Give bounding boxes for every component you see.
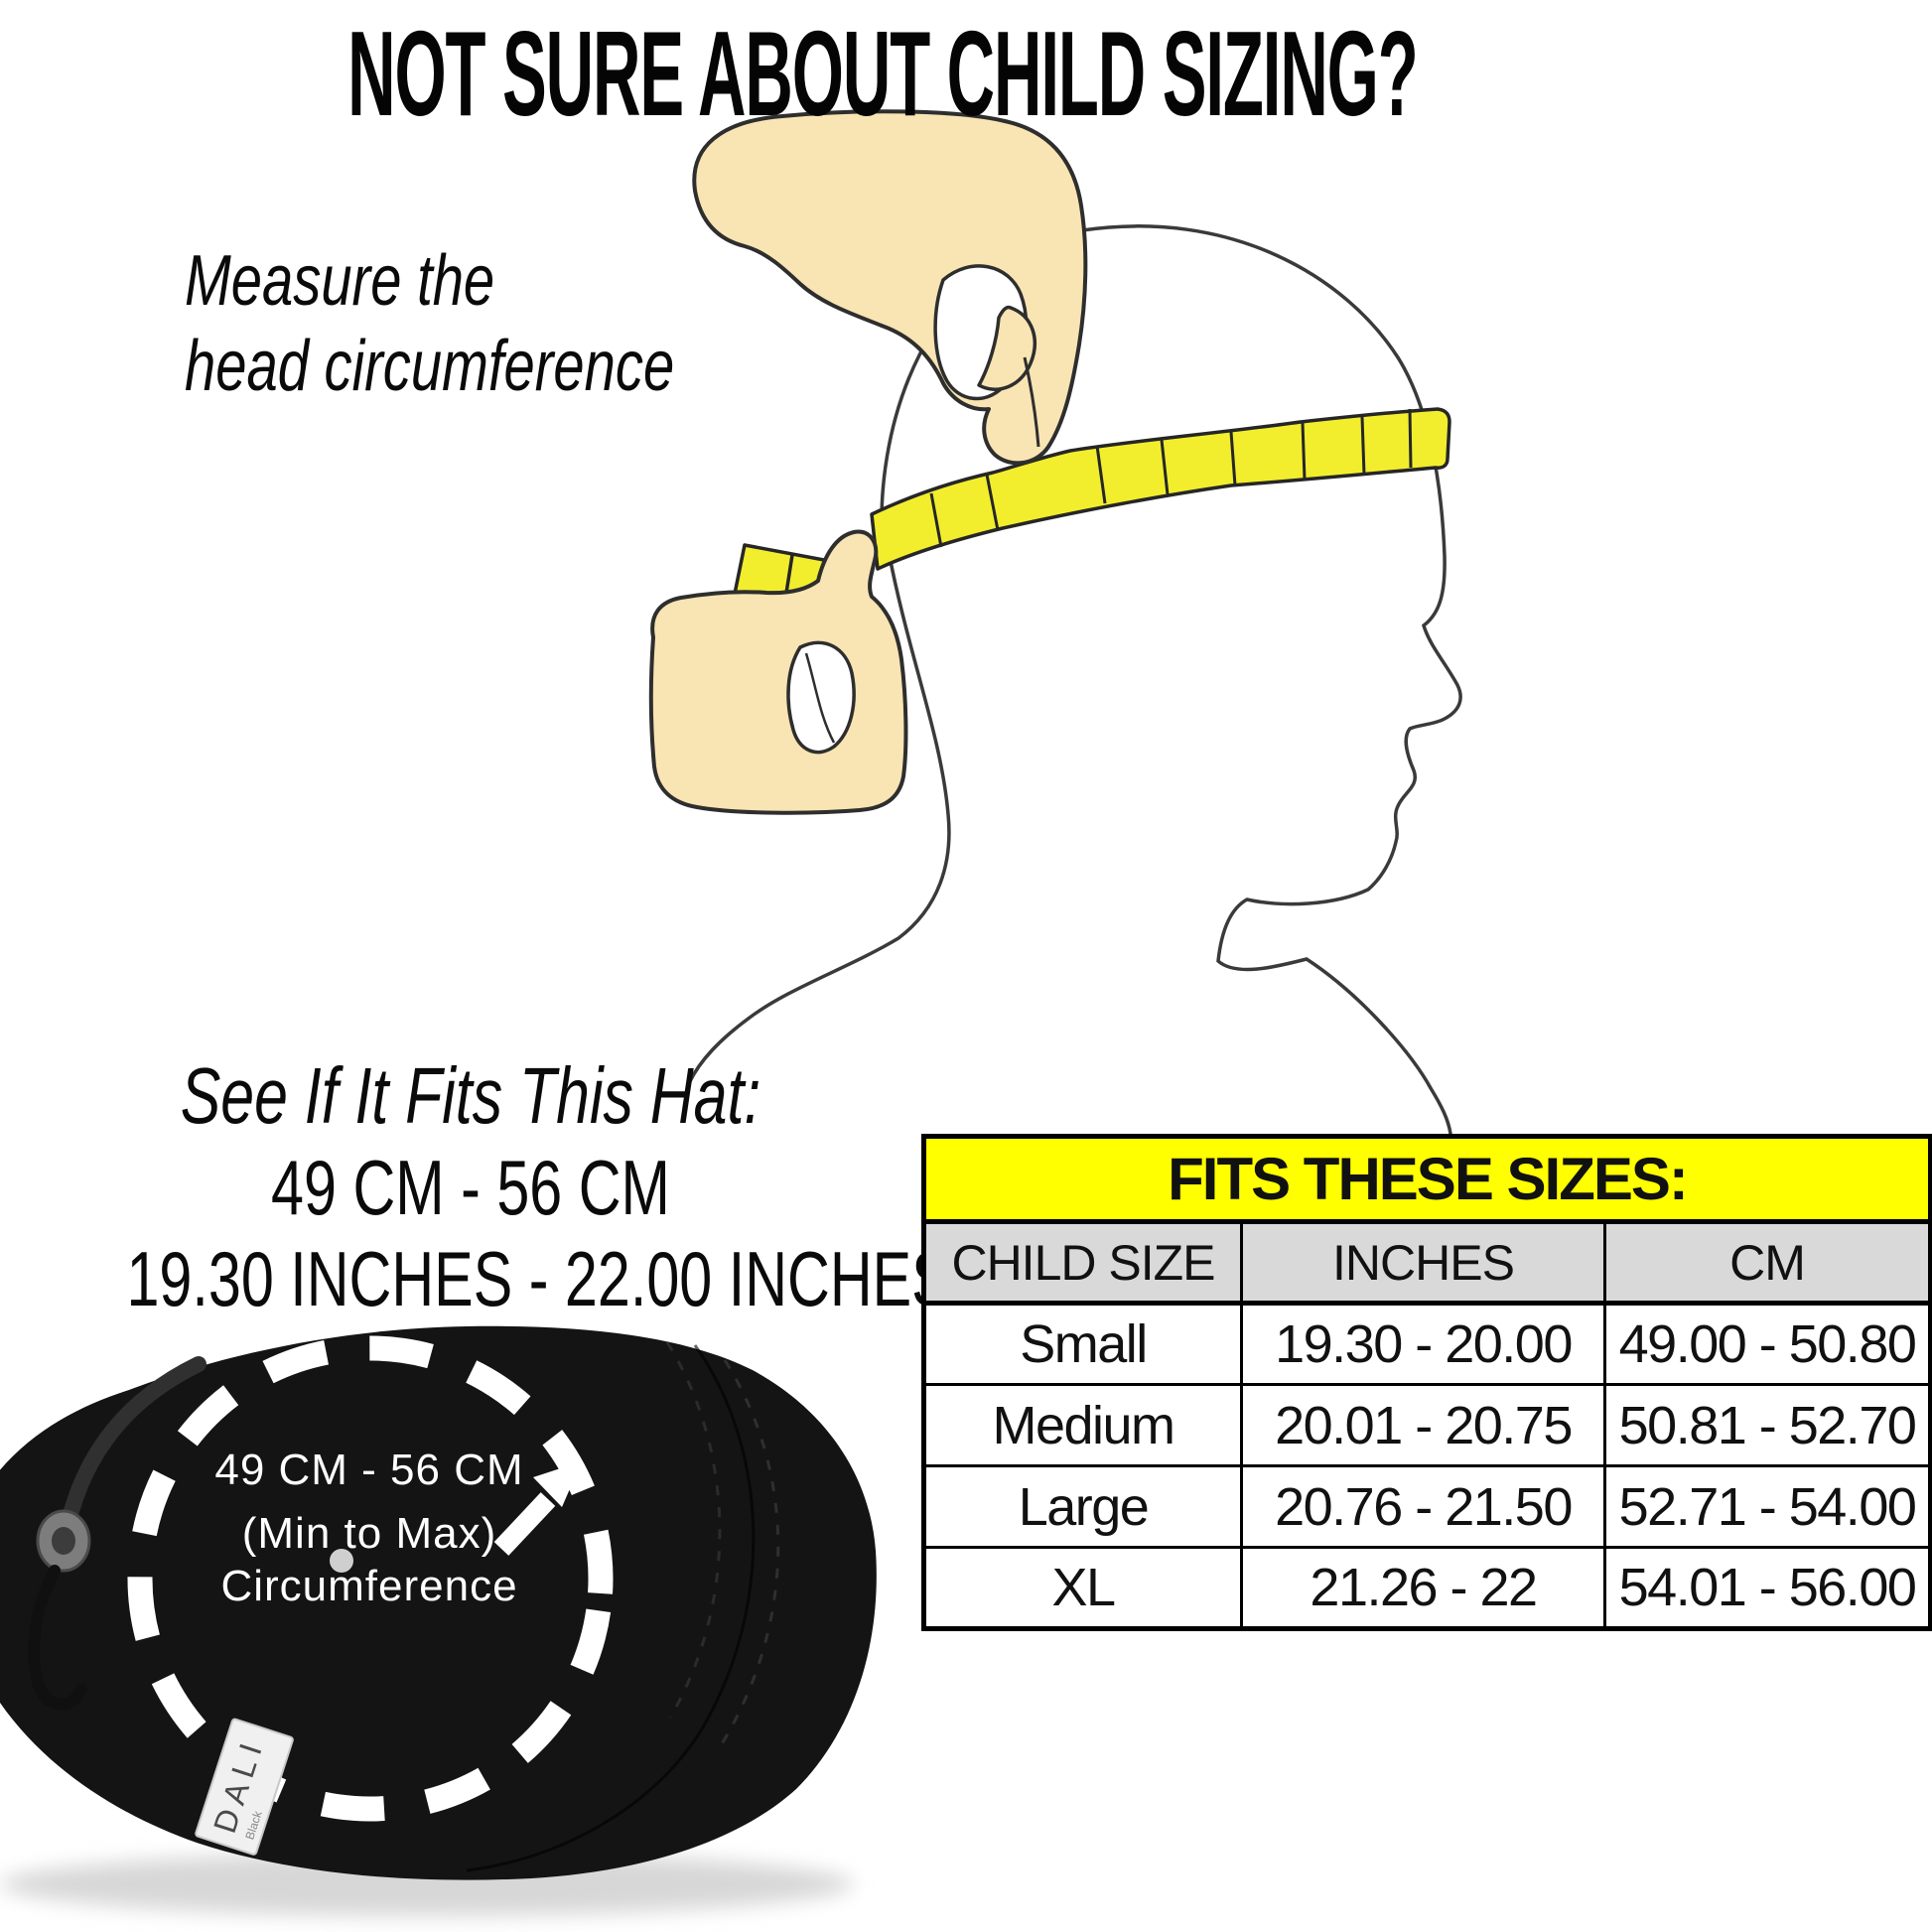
cell-inches: 20.01 - 20.75 — [1240, 1383, 1606, 1467]
fit-note-inches-range: 19.30 INCHES - 22.00 INCHES — [126, 1235, 951, 1322]
cell-size: Medium — [922, 1383, 1243, 1467]
table-row: Large 20.76 - 21.50 52.71 - 54.00 — [922, 1464, 1932, 1549]
fit-note: See If It Fits This Hat: 49 CM - 56 CM 1… — [126, 1050, 951, 1324]
fit-note-heading: See If It Fits This Hat: — [180, 1051, 761, 1140]
cap-edge-piping — [64, 1356, 207, 1519]
measure-instruction-line1: Measure the — [185, 241, 495, 321]
strap-loop — [28, 1565, 87, 1711]
cell-size: XL — [922, 1546, 1243, 1630]
dashed-circle-icon — [127, 1335, 614, 1822]
cell-inches: 19.30 - 20.00 — [1240, 1302, 1606, 1386]
cell-cm: 50.81 - 52.70 — [1602, 1383, 1932, 1467]
brim-stitching — [718, 1359, 780, 1748]
table-row: Medium 20.01 - 20.75 50.81 - 52.70 — [922, 1383, 1932, 1467]
cell-inches: 21.26 - 22 — [1240, 1546, 1606, 1630]
arrow-up-right-icon — [493, 1461, 582, 1556]
col-header-cm: CM — [1602, 1220, 1932, 1306]
size-table: FITS THESE SIZES: CHILD SIZE INCHES CM S… — [921, 1134, 1932, 1631]
cap-circle-line3: Circumference — [220, 1562, 517, 1610]
cell-inches: 20.76 - 21.50 — [1240, 1464, 1606, 1549]
cell-size: Large — [922, 1464, 1243, 1549]
bottom-hand — [648, 529, 908, 815]
brim-seam — [466, 1344, 756, 1872]
page-title: NOT SURE ABOUT CHILD SIZING? — [347, 6, 1419, 141]
fit-note-cm-range: 49 CM - 56 CM — [271, 1144, 670, 1231]
cap-body — [0, 1325, 877, 1880]
cap-shadow — [0, 1853, 854, 1916]
col-header-child-size: CHILD SIZE — [922, 1220, 1243, 1306]
head-silhouette — [687, 224, 1462, 1136]
measure-instruction-line2: head circumference — [185, 327, 675, 406]
cell-size: Small — [922, 1302, 1243, 1386]
tape-segments — [929, 408, 1413, 548]
col-header-inches: INCHES — [1240, 1220, 1606, 1306]
cap-circle-line2: (Min to Max) — [242, 1509, 496, 1558]
cap-circle-line1: 49 CM - 56 CM — [214, 1446, 523, 1494]
top-hand — [692, 109, 1088, 466]
cell-cm: 52.71 - 54.00 — [1602, 1464, 1932, 1549]
cell-cm: 54.01 - 56.00 — [1602, 1546, 1932, 1630]
crown-button — [330, 1549, 353, 1573]
cap-underside-photo: 49 CM - 56 CM (Min to Max) Circumference… — [0, 1325, 877, 1916]
measure-instruction: Measure the head circumference — [185, 238, 674, 409]
table-row: Small 19.30 - 20.00 49.00 - 50.80 — [922, 1302, 1932, 1386]
table-row: XL 21.26 - 22 54.01 - 56.00 — [922, 1546, 1932, 1630]
size-table-caption: FITS THESE SIZES: — [921, 1135, 1932, 1224]
tape-band — [870, 407, 1451, 571]
cell-cm: 49.00 - 50.80 — [1602, 1302, 1932, 1386]
